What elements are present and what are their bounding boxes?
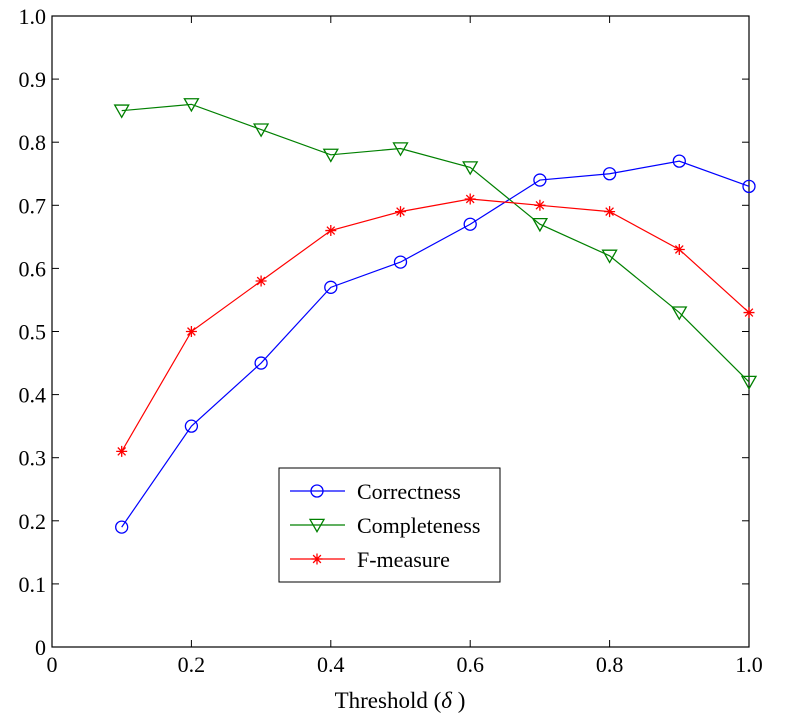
- completeness-point: [601, 249, 618, 264]
- completeness-point: [252, 123, 270, 138]
- completeness-point: [671, 306, 688, 321]
- y-tick-label: 0.5: [19, 320, 47, 345]
- series-f-measure: [116, 193, 755, 457]
- x-tick-label: 0.2: [178, 652, 206, 677]
- y-tick-label: 0.6: [19, 256, 47, 281]
- completeness-point: [183, 98, 200, 113]
- legend-label: Correctness: [357, 479, 461, 504]
- correctness-point: [254, 356, 268, 370]
- completeness-point: [392, 142, 409, 157]
- completeness-point: [322, 148, 339, 163]
- x-axis-title-symbol: δ: [441, 688, 452, 713]
- x-tick-label: 0.8: [596, 652, 624, 677]
- f-measure-point: [673, 243, 685, 255]
- correctness-point: [324, 280, 338, 294]
- completeness-point: [113, 104, 130, 119]
- correctness-point: [672, 154, 686, 168]
- legend-item-f-measure: F-measure: [290, 547, 450, 572]
- axis-ticks: 0 0.2 0.4 0.6 0.8 1.0 0 0.1 0.2 0.3 0.4 0.5 0.6 0.7 0.…: [19, 4, 763, 677]
- x-axis-title-text: Threshold: [335, 688, 429, 713]
- x-tick-label: 0.4: [317, 652, 345, 677]
- f-measure-line: [121, 198, 750, 452]
- correctness-point: [115, 520, 129, 534]
- legend-marker: [310, 484, 324, 498]
- series-correctness: [115, 154, 756, 534]
- y-tick-label: 0.7: [19, 193, 47, 218]
- f-measure-point: [534, 199, 546, 211]
- y-tick-label: 0.2: [19, 509, 47, 534]
- x-axis-title: Threshold (δ ): [335, 688, 466, 713]
- f-measure-point: [604, 206, 616, 218]
- y-tick-label: 0.8: [19, 130, 47, 155]
- f-measure-point: [743, 307, 755, 319]
- correctness-line: [121, 160, 750, 528]
- f-measure-point: [116, 445, 128, 457]
- legend-marker: [308, 518, 326, 533]
- y-tick-label: 0.1: [19, 572, 47, 597]
- legend-item-completeness: Completeness: [290, 513, 480, 538]
- x-tick-label: 0.6: [456, 652, 484, 677]
- y-tick-label: 0.9: [19, 67, 47, 92]
- x-tick-label: 0: [47, 652, 58, 677]
- f-measure-point: [325, 225, 337, 237]
- legend-label: F-measure: [357, 547, 450, 572]
- legend: Correctness Completeness F-measure: [278, 467, 501, 583]
- completeness-line: [121, 103, 750, 383]
- correctness-point: [602, 167, 617, 181]
- completeness-point: [740, 375, 758, 390]
- f-measure-point: [464, 193, 476, 205]
- series-layer: [113, 98, 758, 534]
- y-tick-label: 0.4: [19, 383, 47, 408]
- x-tick-label: 1.0: [735, 652, 763, 677]
- legend-marker: [311, 553, 323, 565]
- correctness-point: [393, 255, 408, 269]
- correctness-point: [463, 217, 477, 231]
- correctness-point: [742, 179, 756, 194]
- legend-label: Completeness: [357, 513, 480, 538]
- f-measure-point: [395, 206, 406, 218]
- y-tick-label: 1.0: [19, 4, 47, 29]
- series-completeness: [113, 98, 758, 390]
- completeness-point: [531, 217, 549, 233]
- y-tick-label: 0: [35, 635, 46, 660]
- legend-item-correctness: Correctness: [290, 479, 461, 504]
- correctness-point: [184, 419, 199, 433]
- correctness-point: [533, 173, 547, 187]
- y-tick-label: 0.3: [19, 446, 47, 471]
- completeness-point: [462, 161, 479, 176]
- f-measure-point: [255, 275, 267, 287]
- f-measure-point: [185, 326, 197, 337]
